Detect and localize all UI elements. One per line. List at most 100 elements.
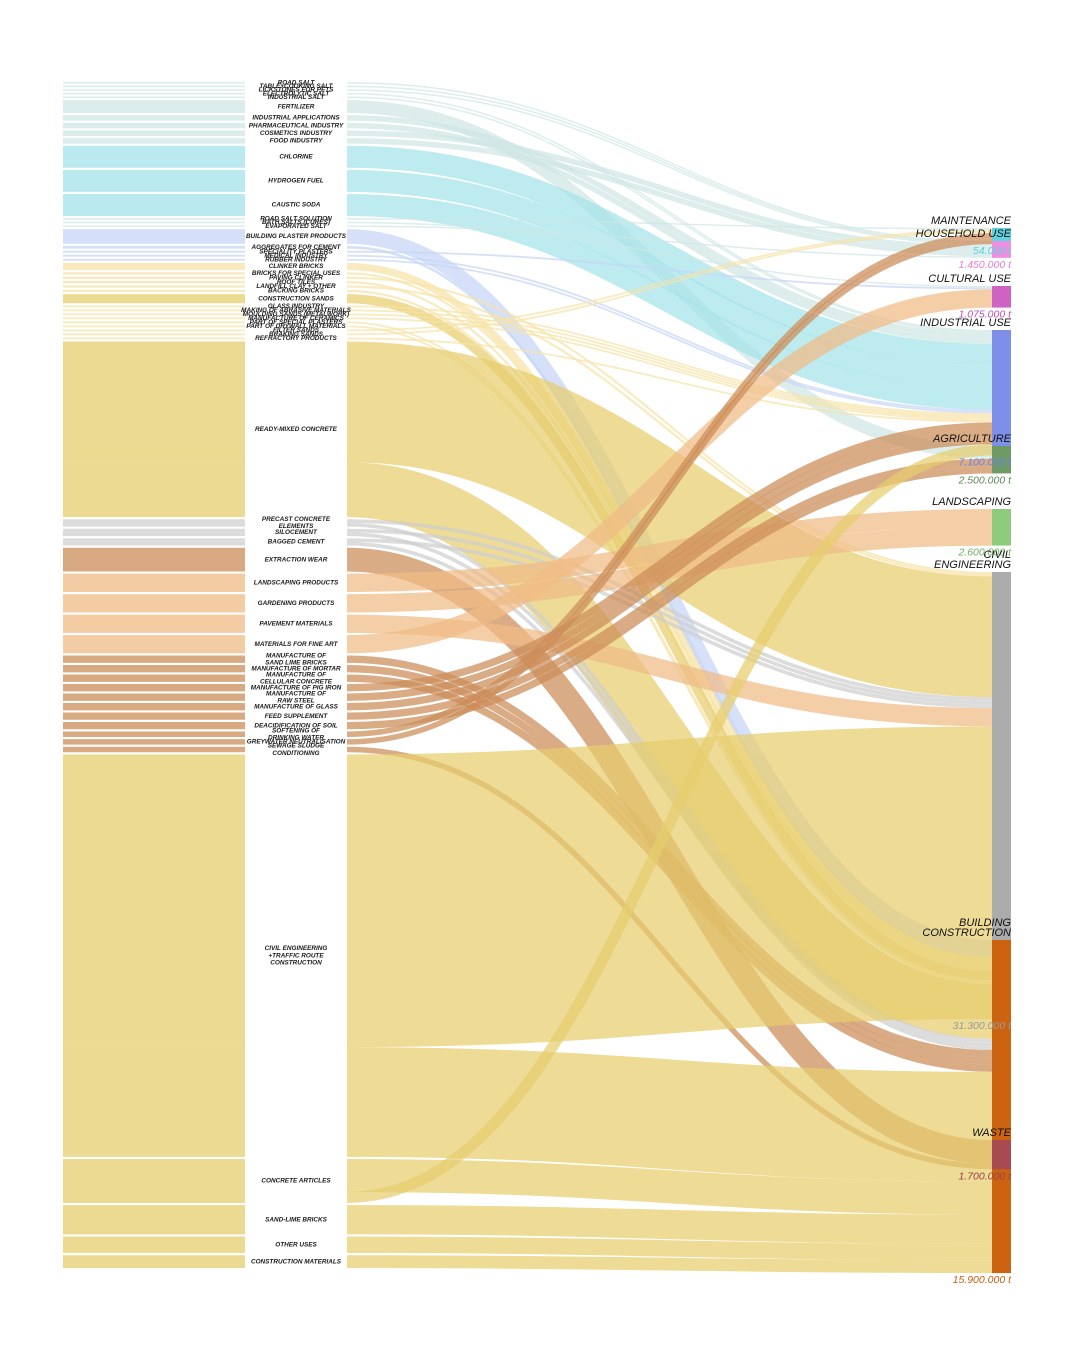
app-label-caustic-soda: CAUSTIC SODA — [272, 202, 321, 209]
app-label-materials-fine-art: MATERIALS FOR FINE ART — [255, 641, 339, 648]
app-label-chlorine: CHLORINE — [279, 153, 313, 160]
dest-name-civil: ENGINEERING — [934, 559, 1011, 571]
dest-name-landscaping: LANDSCAPING — [932, 496, 1011, 508]
app-label-medical-industry: MEDICAL INDUSTRY — [264, 252, 328, 259]
destination-bars — [992, 228, 1011, 1274]
flow-link-other-uses-to-building — [346, 1236, 993, 1261]
app-label-mortar-mfg: MANUFACTURE OF MORTAR — [251, 665, 341, 672]
flow-link-road-salt-to-household — [346, 82, 993, 243]
flow-link-glass-industry-to-industrial — [346, 305, 993, 416]
flow-link-silocement-to-civil — [346, 528, 993, 705]
dest-value-household: 1.450.000 t — [958, 259, 1012, 271]
app-label-industrial-applications: INDUSTRIAL APPLICATIONS — [252, 115, 340, 122]
destination-labels: MAINTENANCE 54.000 t HOUSEHOLD USE 1.450.00… — [916, 215, 1012, 1286]
flow-link-landscaping-products-to-landscaping — [346, 509, 993, 592]
app-label-speciality-plasters: SPECIALITY PLASTERS — [259, 248, 333, 255]
app-label-construction-sands: CONSTRUCTION SANDS — [258, 295, 334, 302]
app-label-precast-concrete: ELEMENTS — [279, 523, 315, 530]
flow-link-softening-water-to-maintenance — [346, 233, 993, 737]
app-label-bath-salts: BATH SALTS (CURES) — [262, 219, 330, 226]
flow-link-raw-steel-mfg-to-industrial — [346, 429, 993, 701]
dest-value-cultural: 1.075.000 t — [958, 309, 1012, 321]
app-label-electrolytic-salt: ELECTROLYTIC SALT — [263, 90, 331, 97]
flow-link-pig-iron-mfg-to-industrial — [346, 422, 993, 692]
app-label-backing-bricks: BACKING BRICKS — [268, 288, 325, 295]
app-label-sand-lime-bricks: SAND-LIME BRICKS — [265, 1216, 328, 1223]
dest-name-waste: WASTE — [972, 1127, 1012, 1139]
dest-bar-household — [992, 241, 1011, 258]
dest-bar-building — [992, 940, 1011, 1274]
app-label-table-salt: TABLE+COOKING SALT — [259, 83, 333, 90]
app-label-moulding-sands: MOULDING SANDS (METALWORK) — [243, 311, 349, 318]
app-label-industrial-salt: INDUSTRIAL SALT — [268, 94, 326, 101]
app-label-clinker-bricks: CLINKER BRICKS — [269, 263, 324, 270]
app-label-food-industry: FOOD INDUSTRY — [270, 138, 324, 145]
app-label-fertilizer: FERTILIZER — [278, 103, 315, 110]
dest-name-agriculture: AGRICULTURE — [932, 433, 1012, 445]
app-label-filter-sands: FILTER SANDS — [273, 327, 320, 334]
flow-link-chlorine-to-industrial — [346, 145, 993, 366]
app-label-softening-water: DRINKING WATER — [268, 734, 324, 741]
app-label-landscaping-products: LANDSCAPING PRODUCTS — [254, 580, 339, 587]
app-label-construction-materials: CONSTRUCTION MATERIALS — [251, 1258, 342, 1265]
app-label-civil-engineering-construction: CONSTRUCTION — [270, 960, 322, 967]
dest-bar-civil — [992, 572, 1011, 1020]
app-label-civil-engineering-construction: CIVIL ENGINEERING — [265, 945, 328, 952]
flow-link-civil-engineering-construction-to-building — [346, 1047, 993, 1182]
flow-link-greywater-neutralisation-to-maintenance — [346, 238, 993, 745]
app-label-other-uses: OTHER USES — [275, 1241, 317, 1248]
app-label-building-plaster: BUILDING PLASTER PRODUCTS — [246, 233, 347, 240]
dest-value-building: 15.900.000 t — [953, 1274, 1012, 1286]
flow-link-paving-clinker-to-civil — [346, 276, 993, 575]
app-label-pig-iron-mfg: MANUFACTURE OF PIG IRON — [251, 684, 342, 691]
app-label-civil-engineering-construction: +TRAFFIC ROUTE — [268, 952, 324, 959]
dest-name-industrial: INDUSTRIAL USE — [920, 317, 1012, 329]
app-label-paving-clinker: PAVING CLINKER — [269, 274, 323, 281]
dest-value-industrial: 7.100.000 t — [958, 456, 1012, 468]
app-label-sand-lime-bricks-mfg: MANUFACTURE OF — [266, 652, 327, 659]
app-label-ready-mixed-concrete: READY-MIXED CONCRETE — [255, 426, 338, 433]
dest-name-civil: CIVIL — [983, 549, 1011, 561]
source-flow-stubs — [63, 82, 245, 1269]
app-label-pharmaceutical: PHARMACEUTICAL INDUSTRY — [249, 122, 344, 129]
flow-link-concrete-articles-to-industrial — [346, 444, 993, 1203]
flow-link-speciality-plasters-to-cultural — [346, 250, 993, 290]
app-label-greywater-neutralisation: GREYWATER NEUTRALISATION — [247, 739, 346, 746]
app-label-bricks-special: BRICKS FOR SPECIAL USES — [252, 270, 341, 277]
flow-link-materials-fine-art-to-cultural — [346, 289, 993, 654]
flow-link-feed-supplement-to-agriculture — [346, 458, 993, 720]
flow-link-hydrogen-fuel-to-industrial — [346, 169, 993, 388]
flow-link-medical-industry-to-industrial — [346, 254, 993, 412]
app-label-precast-concrete: PRECAST CONCRETE — [262, 516, 331, 523]
app-label-manufacture-ceramics: MANUFACTURE OF CERAMICS — [248, 315, 345, 322]
app-label-braking-sands: BRAKING SANDS — [269, 331, 324, 338]
flow-link-caustic-soda-to-industrial — [346, 194, 993, 410]
app-label-pavement-materials: PAVEMENT MATERIALS — [259, 620, 333, 627]
flow-link-landfill-clay-to-civil — [346, 285, 993, 577]
app-label-roof-tiles: ROOF TILES — [277, 279, 316, 286]
app-label-rubber-industry: RUBBER INDUSTRY — [265, 256, 327, 263]
app-label-refractory-products: REFRACTORY PRODUCTS — [255, 335, 337, 342]
app-label-cellular-concrete-mfg: MANUFACTURE OF — [266, 671, 327, 678]
dest-value-maintenance: 54.000 t — [973, 245, 1012, 257]
dest-value-landscaping: 2.600.000 t — [957, 547, 1012, 559]
app-label-drywall-materials: PART OF DRYWALL MATERIALS — [246, 323, 346, 330]
app-label-extraction-wear: EXTRACTION WEAR — [265, 556, 328, 563]
flow-link-ready-mixed-concrete-to-civil — [346, 341, 993, 698]
app-label-deacidification-soil: DEACIDIFICATION OF SOIL — [254, 722, 337, 729]
app-label-raw-steel-mfg: MANUFACTURE OF — [266, 690, 327, 697]
app-label-evaporated-salt: EVAPORATED SALT — [265, 223, 328, 230]
flow-link-civil-engineering-construction-to-civil — [346, 726, 993, 1048]
dest-name-maintenance: MAINTENANCE — [931, 215, 1012, 227]
dest-name-building: BUILDING — [959, 917, 1011, 929]
app-label-landfill-clay: LANDFILL CLAY + OTHER — [256, 283, 336, 290]
app-label-raw-steel-mfg: RAW STEEL — [277, 697, 314, 704]
flow-link-refractory-products-to-industrial — [346, 337, 993, 423]
dest-bar-industrial — [992, 330, 1011, 456]
app-label-abrasive-materials: MAKING OF ABRASIVE MATERIALS — [241, 307, 351, 314]
dest-value-waste: 1.700.000 t — [958, 1170, 1012, 1182]
flow-link-table-salt-to-household — [346, 85, 993, 244]
flow-link-abrasive-materials-to-industrial — [346, 309, 993, 418]
